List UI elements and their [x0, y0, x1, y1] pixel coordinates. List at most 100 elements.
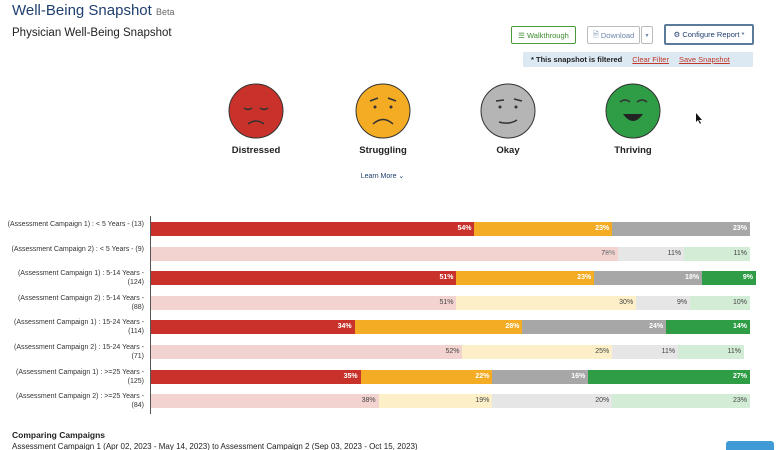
data-label: 11% [727, 348, 741, 355]
data-label: 23% [732, 397, 747, 405]
cursor [696, 113, 702, 124]
save-snapshot[interactable]: Save Snapshot [678, 55, 730, 64]
bar-segment [151, 369, 361, 384]
bar-segment [456, 271, 595, 286]
bar-segment [378, 394, 493, 409]
bar-segment [522, 320, 667, 335]
help-button[interactable] [726, 441, 774, 450]
configure-button[interactable]: ⚙ Configure Report * [664, 24, 754, 45]
bar-segment [684, 246, 750, 261]
y-axis [150, 216, 151, 414]
face-thriving [605, 83, 661, 139]
face-label: Struggling [359, 145, 407, 156]
data-label: 10% [732, 298, 747, 306]
data-label: 19% [475, 397, 490, 405]
data-label: 22% [475, 372, 490, 380]
bar-segment [612, 345, 679, 359]
face-struggling [355, 83, 411, 139]
bar-segment [151, 345, 463, 359]
y-tick-label: (Assessment Campaign 1) : 15-24 Years - … [14, 319, 144, 336]
y-tick-label: (Assessment Campaign 1) : >=25 Years - (… [15, 368, 144, 385]
bar-segment [492, 394, 613, 409]
data-label: 51% [439, 298, 454, 306]
data-label: 38% [361, 397, 376, 405]
bar-segment [474, 222, 613, 236]
data-label: 16% [571, 372, 586, 380]
data-label: 25% [595, 348, 610, 355]
data-label: 20% [595, 397, 610, 405]
configure-text: Configure Report [682, 30, 740, 39]
bar-segment [588, 369, 750, 384]
data-label: 11% [733, 249, 747, 257]
title: Well-Being Snapshot Beta [12, 2, 175, 19]
data-label: 23% [577, 274, 592, 282]
data-label: 51% [439, 274, 454, 282]
bar-segment [151, 271, 457, 286]
bar-segment [612, 394, 750, 409]
learn-more-text: Learn More [360, 173, 397, 180]
data-label: 11% [667, 249, 682, 257]
y-tick-label: (Assessment Campaign 1) : 5-14 Years - (… [17, 270, 144, 287]
y-tick-label: (Assessment Campaign 2) : < 5 Years - (9… [11, 245, 144, 253]
bar-segment [618, 246, 685, 261]
face-label: Distressed [231, 145, 281, 156]
bar-segment [456, 295, 637, 310]
y-tick-label: (Assessment Campaign 2) : 15-24 Years - … [14, 344, 144, 360]
data-label: 14% [732, 323, 747, 331]
bar-segment [594, 271, 703, 286]
bar-segment [462, 345, 613, 359]
walkthrough-button[interactable]: ☰ Walkthrough [511, 26, 576, 44]
bar-segment [151, 222, 475, 236]
data-label: 18% [685, 274, 700, 282]
bar-segment [151, 246, 619, 261]
face-distressed [228, 83, 284, 139]
filter-bar: * This snapshot is filtered Clear Filter… [523, 52, 753, 67]
data-label: 0% [605, 249, 616, 257]
bar-segment [360, 369, 493, 384]
bar-segment [690, 295, 750, 310]
y-tick-label: (Assessment Campaign 2) : 5-14 Years - (… [17, 294, 144, 311]
bar-segment [636, 295, 691, 310]
download-dropdown[interactable]: ▾ [641, 26, 653, 44]
download-button[interactable]: 🗎 Download [587, 26, 640, 44]
data-label: 11% [661, 348, 676, 355]
bar-segment [354, 320, 523, 335]
bar-segment [702, 271, 756, 286]
bar-segment [492, 369, 589, 384]
face-label: Okay [496, 145, 520, 156]
filter-notice: * This snapshot is filtered [531, 55, 623, 64]
bar-segment [612, 222, 750, 236]
face-okay [480, 83, 536, 139]
learn-more[interactable]: Learn More ⌄ [360, 173, 405, 180]
walkthrough-text: Walkthrough [526, 30, 569, 40]
data-label: 27% [732, 372, 747, 380]
badge: Beta [155, 7, 175, 17]
data-label: 54% [457, 225, 472, 232]
data-label: 78% [601, 249, 616, 257]
clear-filter[interactable]: Clear Filter [632, 55, 669, 64]
footer-text: Assessment Campaign 1 (Apr 02, 2023 - Ma… [12, 442, 418, 450]
data-label: 28% [505, 323, 520, 331]
y-tick-label: (Assessment Campaign 2) : >=25 Years - (… [15, 393, 144, 410]
data-label: 23% [732, 225, 747, 232]
data-label: 35% [343, 372, 358, 380]
download-text: Download [600, 30, 635, 40]
footer-heading: Comparing Campaigns [12, 430, 106, 440]
data-label: 9% [676, 298, 688, 306]
data-label: 52% [445, 348, 460, 355]
bar-segment [151, 295, 457, 310]
faces [228, 83, 702, 139]
data-label: 9% [742, 274, 753, 282]
bar-segment [151, 320, 355, 335]
title-text: Well-Being Snapshot [12, 2, 152, 19]
bar-segment [678, 345, 744, 359]
data-label: 24% [649, 323, 664, 331]
face-label: Thriving [614, 145, 652, 156]
data-label: 34% [337, 323, 352, 331]
data-label: 23% [595, 225, 610, 232]
subtitle: Physician Well-Being Snapshot [12, 27, 172, 39]
bar-segment [151, 394, 379, 409]
y-tick-label: (Assessment Campaign 1) : < 5 Years - (1… [7, 221, 144, 228]
bar-segment [666, 320, 750, 335]
